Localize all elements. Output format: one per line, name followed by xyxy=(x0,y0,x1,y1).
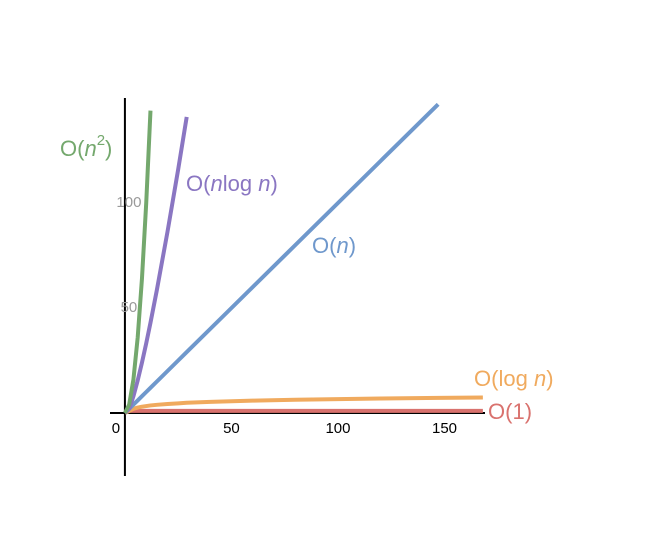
series-line xyxy=(123,110,153,414)
series-label: O(1) xyxy=(488,399,532,424)
series-label: O(n) xyxy=(312,233,356,258)
series-label: O(log n) xyxy=(474,366,554,391)
x-tick-label: 0 xyxy=(112,420,120,437)
series-line xyxy=(123,116,189,415)
series-line xyxy=(124,395,483,415)
y-tick-label: 100 xyxy=(116,194,141,211)
series-label: O(n2) xyxy=(60,132,112,160)
y-tick-label: 50 xyxy=(121,299,138,316)
x-tick-label: 150 xyxy=(432,420,457,437)
x-tick-label: 100 xyxy=(325,420,350,437)
series-label: O(nlog n) xyxy=(186,171,278,196)
series-line xyxy=(123,102,440,415)
x-tick-label: 50 xyxy=(223,420,240,437)
